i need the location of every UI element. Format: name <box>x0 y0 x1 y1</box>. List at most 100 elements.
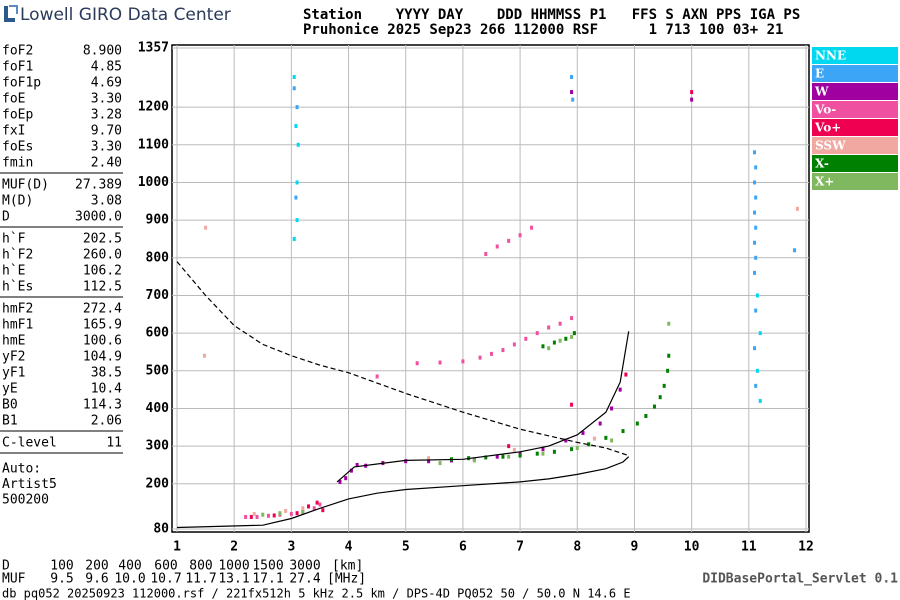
echo-point <box>478 355 482 360</box>
echo-point <box>524 336 528 341</box>
echo-point <box>581 430 585 435</box>
echo-point <box>618 387 622 392</box>
d-value: 800 <box>189 559 212 574</box>
param-label: fxI <box>2 124 25 139</box>
param-value: 2.06 <box>91 414 122 429</box>
echo-point <box>294 195 298 200</box>
muf-label: MUF <box>2 572 26 587</box>
echo-point <box>349 468 353 473</box>
param-value: 4.85 <box>91 60 122 75</box>
param-label: foF1p <box>2 76 41 91</box>
echo-point <box>249 514 253 519</box>
param-value: 38.5 <box>91 366 122 381</box>
param-label: D <box>2 210 10 225</box>
echo-point <box>793 248 797 253</box>
echo-point <box>754 383 758 388</box>
echo-point <box>753 240 757 245</box>
y-tick-label: 500 <box>146 363 170 378</box>
y-tick-label: 1100 <box>138 137 169 152</box>
legend-swatch <box>812 173 898 190</box>
param-value: 3.30 <box>91 92 122 107</box>
param-label: hmF2 <box>2 302 33 317</box>
param-value: 3.28 <box>91 108 122 123</box>
legend-swatch <box>812 65 898 82</box>
echo-point <box>571 97 575 102</box>
echo-point <box>598 421 602 426</box>
param-label: yF2 <box>2 350 25 365</box>
legend-swatch <box>812 137 898 154</box>
echo-point <box>604 435 608 440</box>
echo-point <box>438 461 442 466</box>
echo-point <box>295 180 299 185</box>
legend-label: X+ <box>815 175 834 189</box>
param-value: 260.0 <box>83 248 122 263</box>
echo-point <box>318 502 322 507</box>
x-tick-label: 8 <box>573 540 581 555</box>
x-tick-label: 11 <box>741 540 757 555</box>
legend-label: X- <box>815 157 829 171</box>
param-label: MUF(D) <box>2 178 49 193</box>
echo-point <box>315 500 319 505</box>
muf-value: 17.1 <box>252 572 283 587</box>
echo-point <box>644 414 648 419</box>
echo-point <box>570 316 574 321</box>
y-tick-label: 1357 <box>138 41 169 56</box>
echo-point <box>621 429 625 434</box>
y-tick-label: 80 <box>153 522 169 537</box>
d-value: 100 <box>50 559 73 574</box>
echo-point <box>307 504 311 509</box>
echo-point <box>438 360 442 365</box>
echo-point <box>295 105 299 110</box>
echo-point <box>272 513 276 518</box>
param-value: 10.4 <box>91 382 122 397</box>
auto-text: Artist5 <box>2 477 57 492</box>
profile-line <box>176 456 630 529</box>
echo-point <box>754 165 758 170</box>
param-label: foE <box>2 92 25 107</box>
echo-point <box>301 510 305 515</box>
echo-point <box>753 270 757 275</box>
d-value: 3000 <box>289 559 320 574</box>
plot-frame <box>171 44 810 533</box>
echo-point <box>289 511 293 516</box>
param-value: 3000.0 <box>75 210 122 225</box>
param-label: fmin <box>2 156 33 171</box>
echo-point <box>261 512 265 517</box>
muf-value: 10.0 <box>114 572 145 587</box>
param-value: 11 <box>106 436 122 451</box>
echo-point <box>404 459 408 464</box>
muf-value: 11.7 <box>185 572 216 587</box>
echo-point <box>294 123 298 128</box>
param-value: 3.08 <box>91 194 122 209</box>
echo-point <box>795 206 799 211</box>
echo-point <box>278 511 282 516</box>
echo-point <box>575 446 579 451</box>
echo-point <box>570 402 574 407</box>
trace-fit <box>336 331 630 483</box>
d-value: 1500 <box>252 559 283 574</box>
param-label: h`E <box>2 264 25 279</box>
echo-point <box>472 458 476 463</box>
echo-point <box>754 308 758 313</box>
legend-swatch <box>812 83 898 100</box>
x-tick-label: 12 <box>798 540 814 555</box>
echo-point <box>427 459 431 464</box>
d-unit: [km] <box>332 559 363 574</box>
echo-point <box>355 462 359 467</box>
param-value: 3.30 <box>91 140 122 155</box>
param-label: B0 <box>2 398 18 413</box>
echo-point <box>266 513 270 518</box>
echo-point <box>507 444 511 449</box>
echo-point <box>564 336 568 341</box>
x-tick-label: 10 <box>684 540 700 555</box>
echo-point <box>484 455 488 460</box>
param-label: h`F <box>2 232 26 247</box>
auto-text: 500200 <box>2 493 49 508</box>
param-value: 4.69 <box>91 76 122 91</box>
y-tick-label: 1200 <box>138 100 169 115</box>
echo-point <box>758 331 762 336</box>
echo-point <box>541 447 545 452</box>
echo-point <box>754 255 758 260</box>
echo-point <box>495 244 499 249</box>
